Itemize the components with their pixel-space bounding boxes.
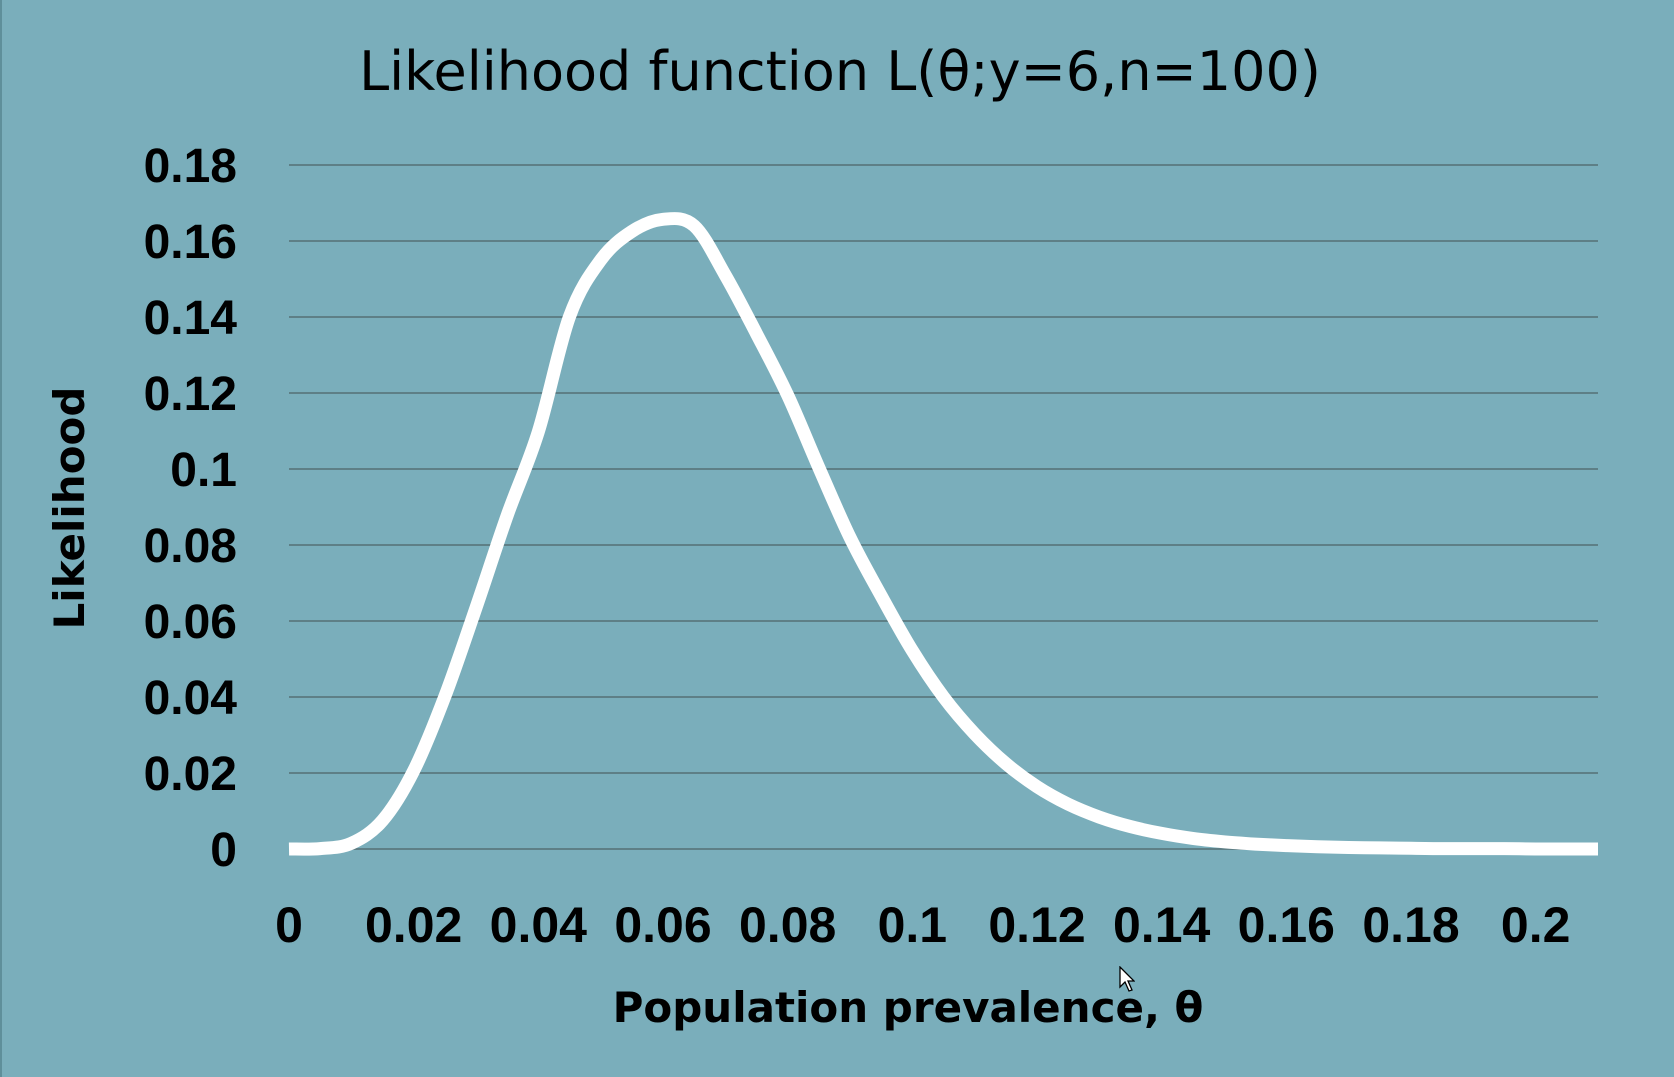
- x-tick-label: 0.06: [614, 897, 711, 953]
- y-tick-label: 0: [210, 824, 237, 877]
- x-tick-label: 0.18: [1362, 897, 1459, 953]
- x-tick-label: 0.08: [739, 897, 836, 953]
- y-tick-label: 0.12: [144, 368, 237, 421]
- x-axis-label: Population prevalence, θ: [613, 983, 1204, 1032]
- mouse-cursor-icon: [1119, 966, 1135, 992]
- y-tick-label: 0.02: [144, 748, 237, 801]
- y-tick-label: 0.16: [144, 216, 237, 269]
- chart-title: Likelihood function L(θ;y=6,n=100): [359, 40, 1321, 103]
- x-tick-label: 0: [275, 897, 303, 953]
- y-tick-label: 0.14: [144, 292, 238, 345]
- y-axis-label: Likelihood: [45, 387, 94, 630]
- series-layer: [288, 212, 1598, 856]
- x-tick-label: 0.14: [1113, 897, 1211, 953]
- likelihood-curve: [288, 212, 1598, 856]
- x-tick-label: 0.16: [1238, 897, 1335, 953]
- x-axis-ticks: 0 0.02 0.04 0.06 0.08 0.1 0.12 0.14 0.16 0.18 0.2: [275, 897, 1570, 953]
- x-tick-label: 0.04: [490, 897, 588, 953]
- y-axis-ticks: 0 0.02 0.04 0.06 0.08 0.1 0.12 0.14 0.16 0.18: [144, 140, 238, 877]
- gridlines: [289, 164, 1598, 850]
- y-tick-label: 0.18: [144, 140, 237, 193]
- y-tick-label: 0.06: [144, 596, 237, 649]
- x-tick-label: 0.02: [365, 897, 462, 953]
- x-tick-label: 0.2: [1501, 897, 1571, 953]
- x-tick-label: 0.12: [988, 897, 1085, 953]
- y-tick-label: 0.1: [170, 444, 237, 497]
- x-tick-label: 0.1: [878, 897, 948, 953]
- y-tick-label: 0.04: [144, 672, 238, 725]
- y-tick-label: 0.08: [144, 520, 237, 573]
